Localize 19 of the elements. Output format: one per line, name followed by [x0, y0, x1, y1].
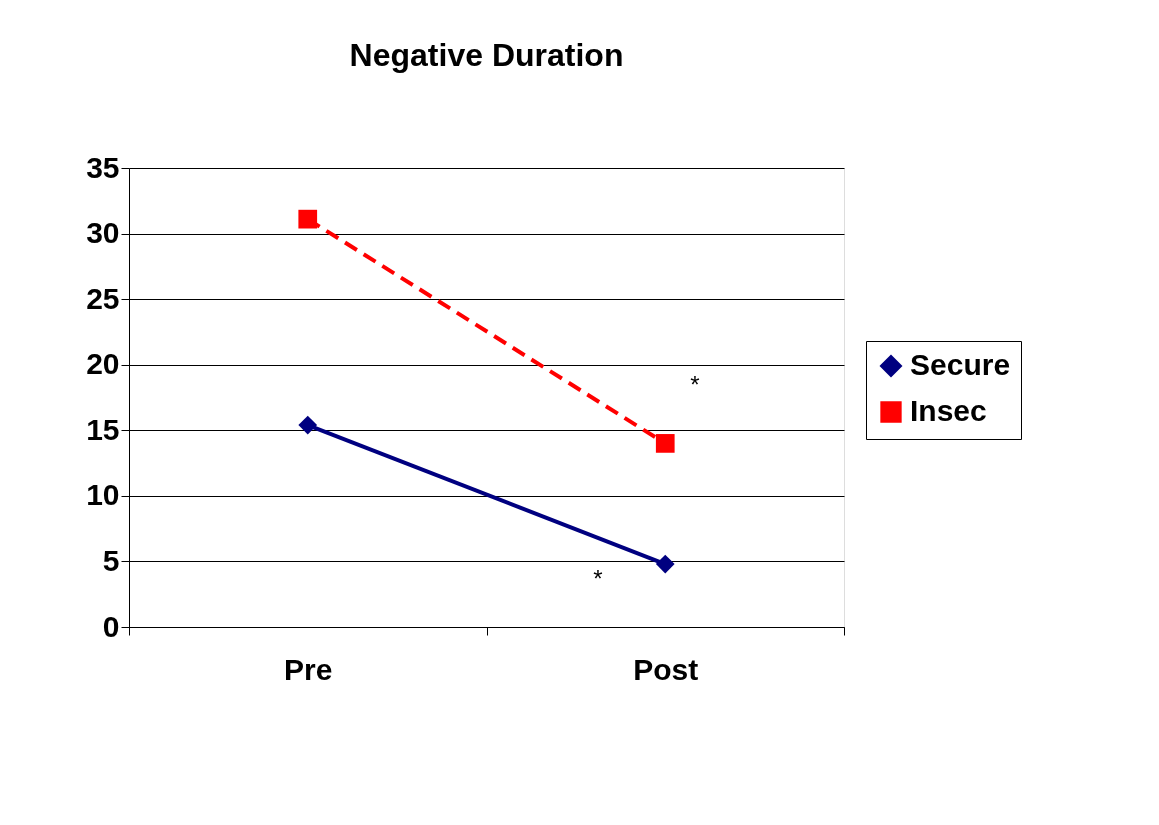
legend-label: Secure [910, 348, 1011, 381]
y-tick-label: 5 [102, 543, 120, 577]
point [655, 554, 675, 574]
point [298, 209, 318, 229]
x-tick-label: Post [633, 652, 699, 686]
chart-title: Negative Duration [349, 37, 624, 73]
y-tick-label: 30 [86, 216, 120, 250]
y-tick-label: 20 [86, 347, 120, 381]
y-tick-label: 0 [102, 609, 120, 643]
legend-label: Insec [910, 394, 987, 427]
y-tick-label: 10 [86, 478, 120, 512]
annotation: * [593, 565, 603, 592]
point [655, 434, 675, 453]
annotation: * [690, 371, 700, 398]
y-tick-label: 35 [86, 150, 120, 184]
y-tick-label: 25 [86, 281, 120, 315]
x-tick-label: Pre [284, 652, 333, 686]
y-tick-label: 15 [86, 412, 120, 446]
point [298, 415, 318, 435]
